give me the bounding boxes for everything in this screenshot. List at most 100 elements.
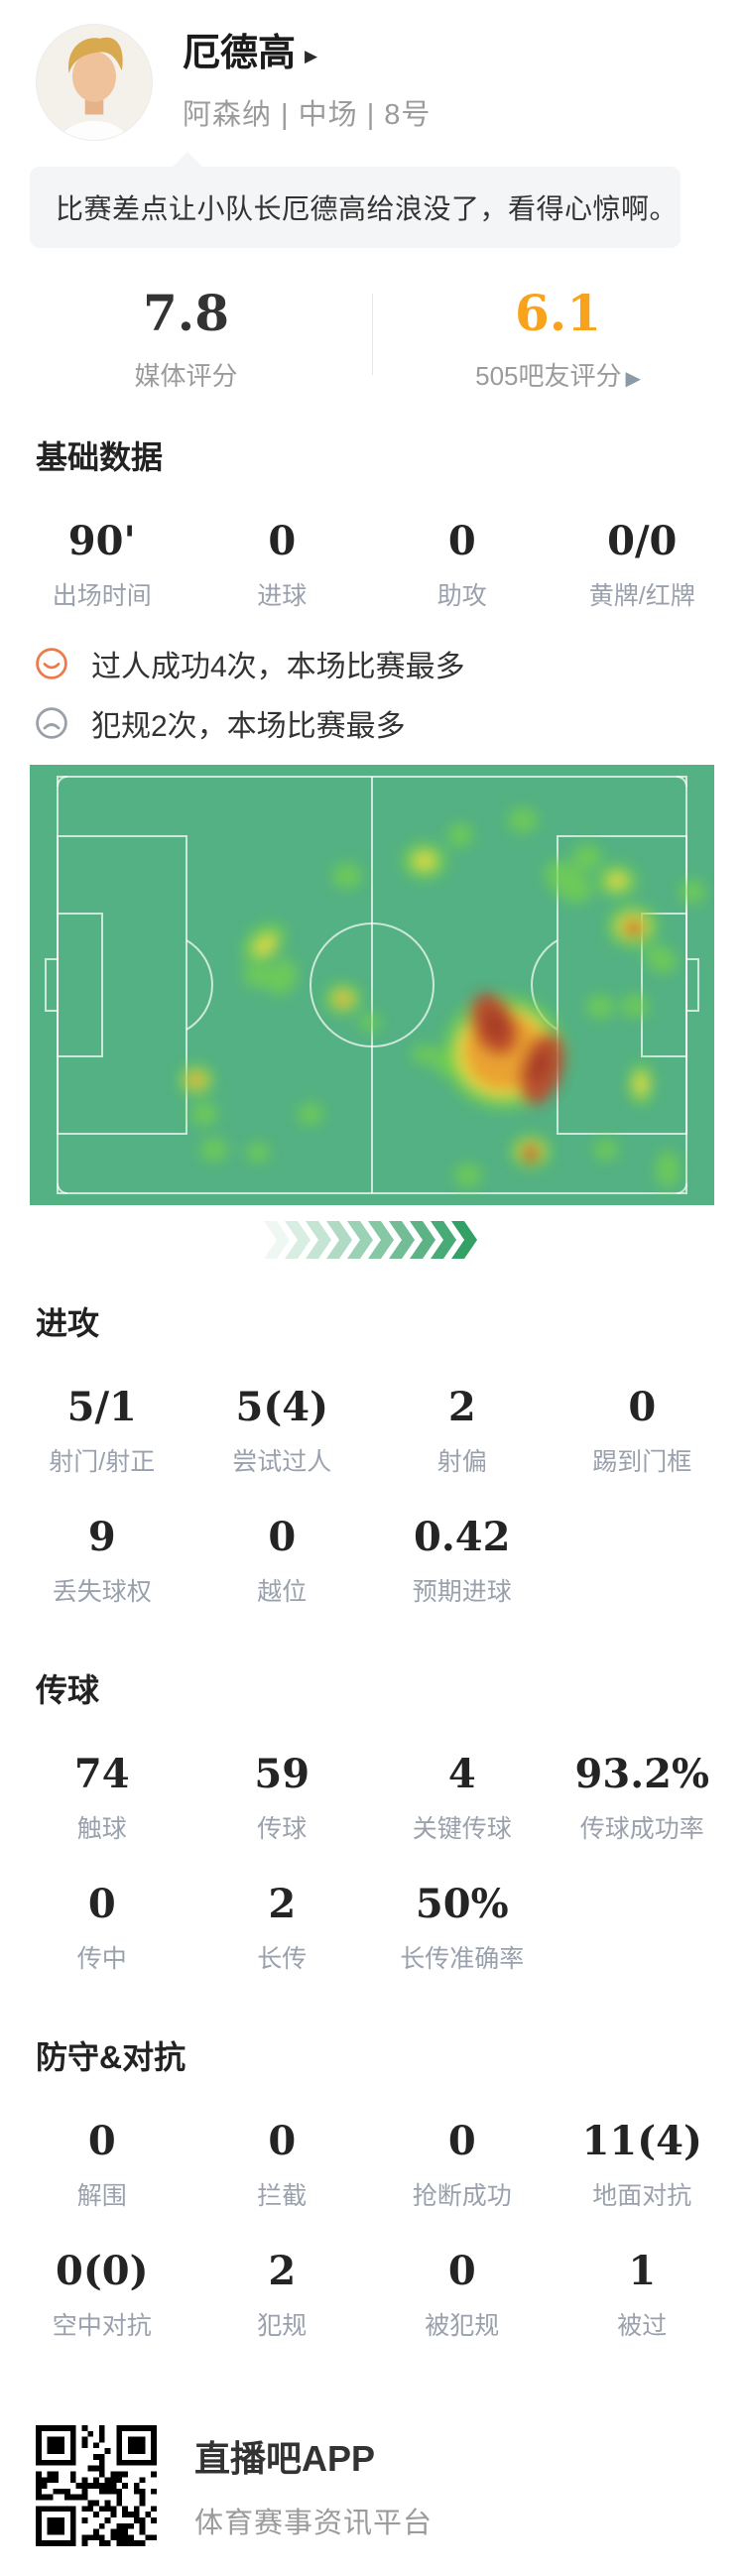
player-identity: 厄德高 ▶ 阿森纳 | 中场 | 8号: [183, 24, 431, 133]
media-rating-value: 7.8: [143, 284, 229, 342]
stat-cell: 0 进球: [192, 518, 373, 612]
stat-label: 长传准确率: [400, 1945, 525, 1973]
stat-cell: 0 抢断成功: [372, 2118, 553, 2212]
stat-value: 90': [67, 518, 136, 564]
stat-label: 拦截: [257, 2182, 308, 2210]
name-more-arrow-icon: ▶: [305, 46, 318, 65]
stat-label: 丢失球权: [52, 1578, 152, 1606]
stat-value: 0: [447, 518, 476, 564]
highlight-positive: 过人成功4次，本场比赛最多: [34, 642, 710, 685]
stat-cell: 2 犯规: [192, 2248, 373, 2342]
stat-value: 0: [268, 2118, 297, 2164]
stat-label: 地面对抗: [592, 2182, 692, 2210]
stat-label: 空中对抗: [52, 2312, 152, 2340]
app-name: 直播吧APP: [194, 2438, 376, 2479]
stat-label: 预期进球: [412, 1578, 512, 1606]
stat-value: 2: [447, 1384, 476, 1430]
stat-label: 传球成功率: [579, 1815, 704, 1843]
stat-cell: 74 触球: [12, 1751, 192, 1845]
stat-cell: 0/0 黄牌/红牌: [553, 518, 733, 612]
stat-cell: 0 拦截: [192, 2118, 373, 2212]
stat-cell: 0 助攻: [372, 518, 553, 612]
smiley-icon: [36, 648, 67, 679]
app-tagline: 体育赛事资讯平台: [194, 2508, 434, 2539]
stat-cell: 50% 长传准确率: [372, 1881, 553, 1975]
stat-label: 传球: [257, 1815, 308, 1843]
stat-label: 踢到门框: [592, 1448, 692, 1476]
media-rating-label: 媒体评分: [134, 361, 238, 391]
stat-value: 0(0): [55, 2248, 149, 2294]
stat-value: 5/1: [66, 1384, 137, 1430]
stat-value: 5(4): [235, 1384, 328, 1430]
defense-stat-grid: 0 解围 0 拦截 0 抢断成功 11(4) 地面对抗 0(0) 空中对抗 2 犯规 0 被犯…: [0, 2078, 744, 2342]
section-title-passing: 传球: [36, 1672, 100, 1708]
stat-value: 4: [447, 1751, 476, 1797]
stat-cell: 5/1 射门/射正: [12, 1384, 192, 1478]
stat-value: 2: [268, 2248, 297, 2294]
stat-value: 0: [87, 2118, 116, 2164]
editor-comment-text: 比赛差点让小队长厄德高给浪没了，看得心惊啊。: [56, 193, 679, 224]
stat-label: 黄牌/红牌: [588, 582, 695, 610]
match-highlights: 过人成功4次，本场比赛最多 犯规2次，本场比赛最多: [34, 642, 710, 745]
ratings-row: 7.8 媒体评分 6.1 505吧友评分 ▶: [0, 284, 744, 393]
stat-cell: 11(4) 地面对抗: [553, 2118, 733, 2212]
stat-label: 传中: [76, 1945, 127, 1973]
stat-cell: 2 长传: [192, 1881, 373, 1975]
stat-cell: 1 被过: [553, 2248, 733, 2342]
stat-value: 0: [628, 1384, 657, 1430]
qr-code-svg: [36, 2425, 157, 2546]
highlight-text: 犯规2次，本场比赛最多: [91, 710, 406, 743]
stat-label: 被犯规: [425, 2312, 500, 2340]
player-heatmap: [30, 765, 714, 1205]
stat-label: 触球: [76, 1815, 127, 1843]
frowny-icon: [36, 707, 67, 739]
player-avatar: [36, 24, 153, 141]
stat-value: 0: [447, 2248, 476, 2294]
stat-cell: 93.2% 传球成功率: [553, 1751, 733, 1845]
chevron-divider: [0, 1221, 744, 1259]
stat-value: 9: [87, 1514, 116, 1560]
app-footer: 直播吧APP 体育赛事资讯平台: [36, 2425, 708, 2576]
section-title-defense: 防守&对抗: [36, 2039, 186, 2075]
pitch-lines: [45, 776, 699, 1194]
player-name-row[interactable]: 厄德高 ▶: [183, 33, 431, 75]
stat-cell: 90' 出场时间: [12, 518, 192, 612]
stat-cell: 5(4) 尝试过人: [192, 1384, 373, 1478]
heatmap-pitch: [30, 765, 714, 1205]
stat-value: 0.42: [414, 1514, 511, 1560]
fans-rating[interactable]: 6.1 505吧友评分 ▶: [372, 284, 744, 393]
media-rating: 7.8 媒体评分: [0, 284, 372, 393]
stat-value: 50%: [415, 1881, 509, 1927]
fans-rating-arrow-icon: ▶: [625, 368, 641, 390]
fans-rating-label: 505吧友评分 ▶: [475, 361, 641, 391]
stat-label: 越位: [257, 1578, 308, 1606]
stat-cell: 59 传球: [192, 1751, 373, 1845]
stat-value: 0: [447, 2118, 476, 2164]
team-position-number: 阿森纳 | 中场 | 8号: [183, 98, 432, 131]
stat-label: 进球: [257, 582, 308, 610]
attack-stat-grid: 5/1 射门/射正 5(4) 尝试过人 2 射偏 0 踢到门框 9 丢失球权 0 越位 0.…: [0, 1344, 744, 1608]
stat-label: 长传: [257, 1945, 308, 1973]
highlight-text: 过人成功4次，本场比赛最多: [91, 651, 465, 683]
stat-cell: 0 被犯规: [372, 2248, 553, 2342]
player-photo: [37, 25, 152, 140]
stat-label: 射门/射正: [49, 1448, 156, 1476]
stat-value: 74: [73, 1751, 130, 1797]
stat-label: 解围: [76, 2182, 127, 2210]
stat-value: 0/0: [607, 518, 678, 564]
player-name: 厄德高: [183, 33, 297, 74]
stat-label: 犯规: [257, 2312, 308, 2340]
stat-cell: 0 解围: [12, 2118, 192, 2212]
stat-value: 0: [268, 518, 297, 564]
stat-label: 被过: [617, 2312, 668, 2340]
stat-value: 0: [268, 1514, 297, 1560]
stat-cell: 0.42 预期进球: [372, 1514, 553, 1608]
heatmap-spots: [179, 807, 705, 1188]
footer-text: 直播吧APP 体育赛事资讯平台: [194, 2430, 433, 2541]
highlight-negative: 犯规2次，本场比赛最多: [34, 701, 710, 745]
chevron-divider-icon: [264, 1221, 477, 1259]
stat-cell: 4 关键传球: [372, 1751, 553, 1845]
stat-value: 0: [87, 1881, 116, 1927]
stat-cell: 9 丢失球权: [12, 1514, 192, 1608]
